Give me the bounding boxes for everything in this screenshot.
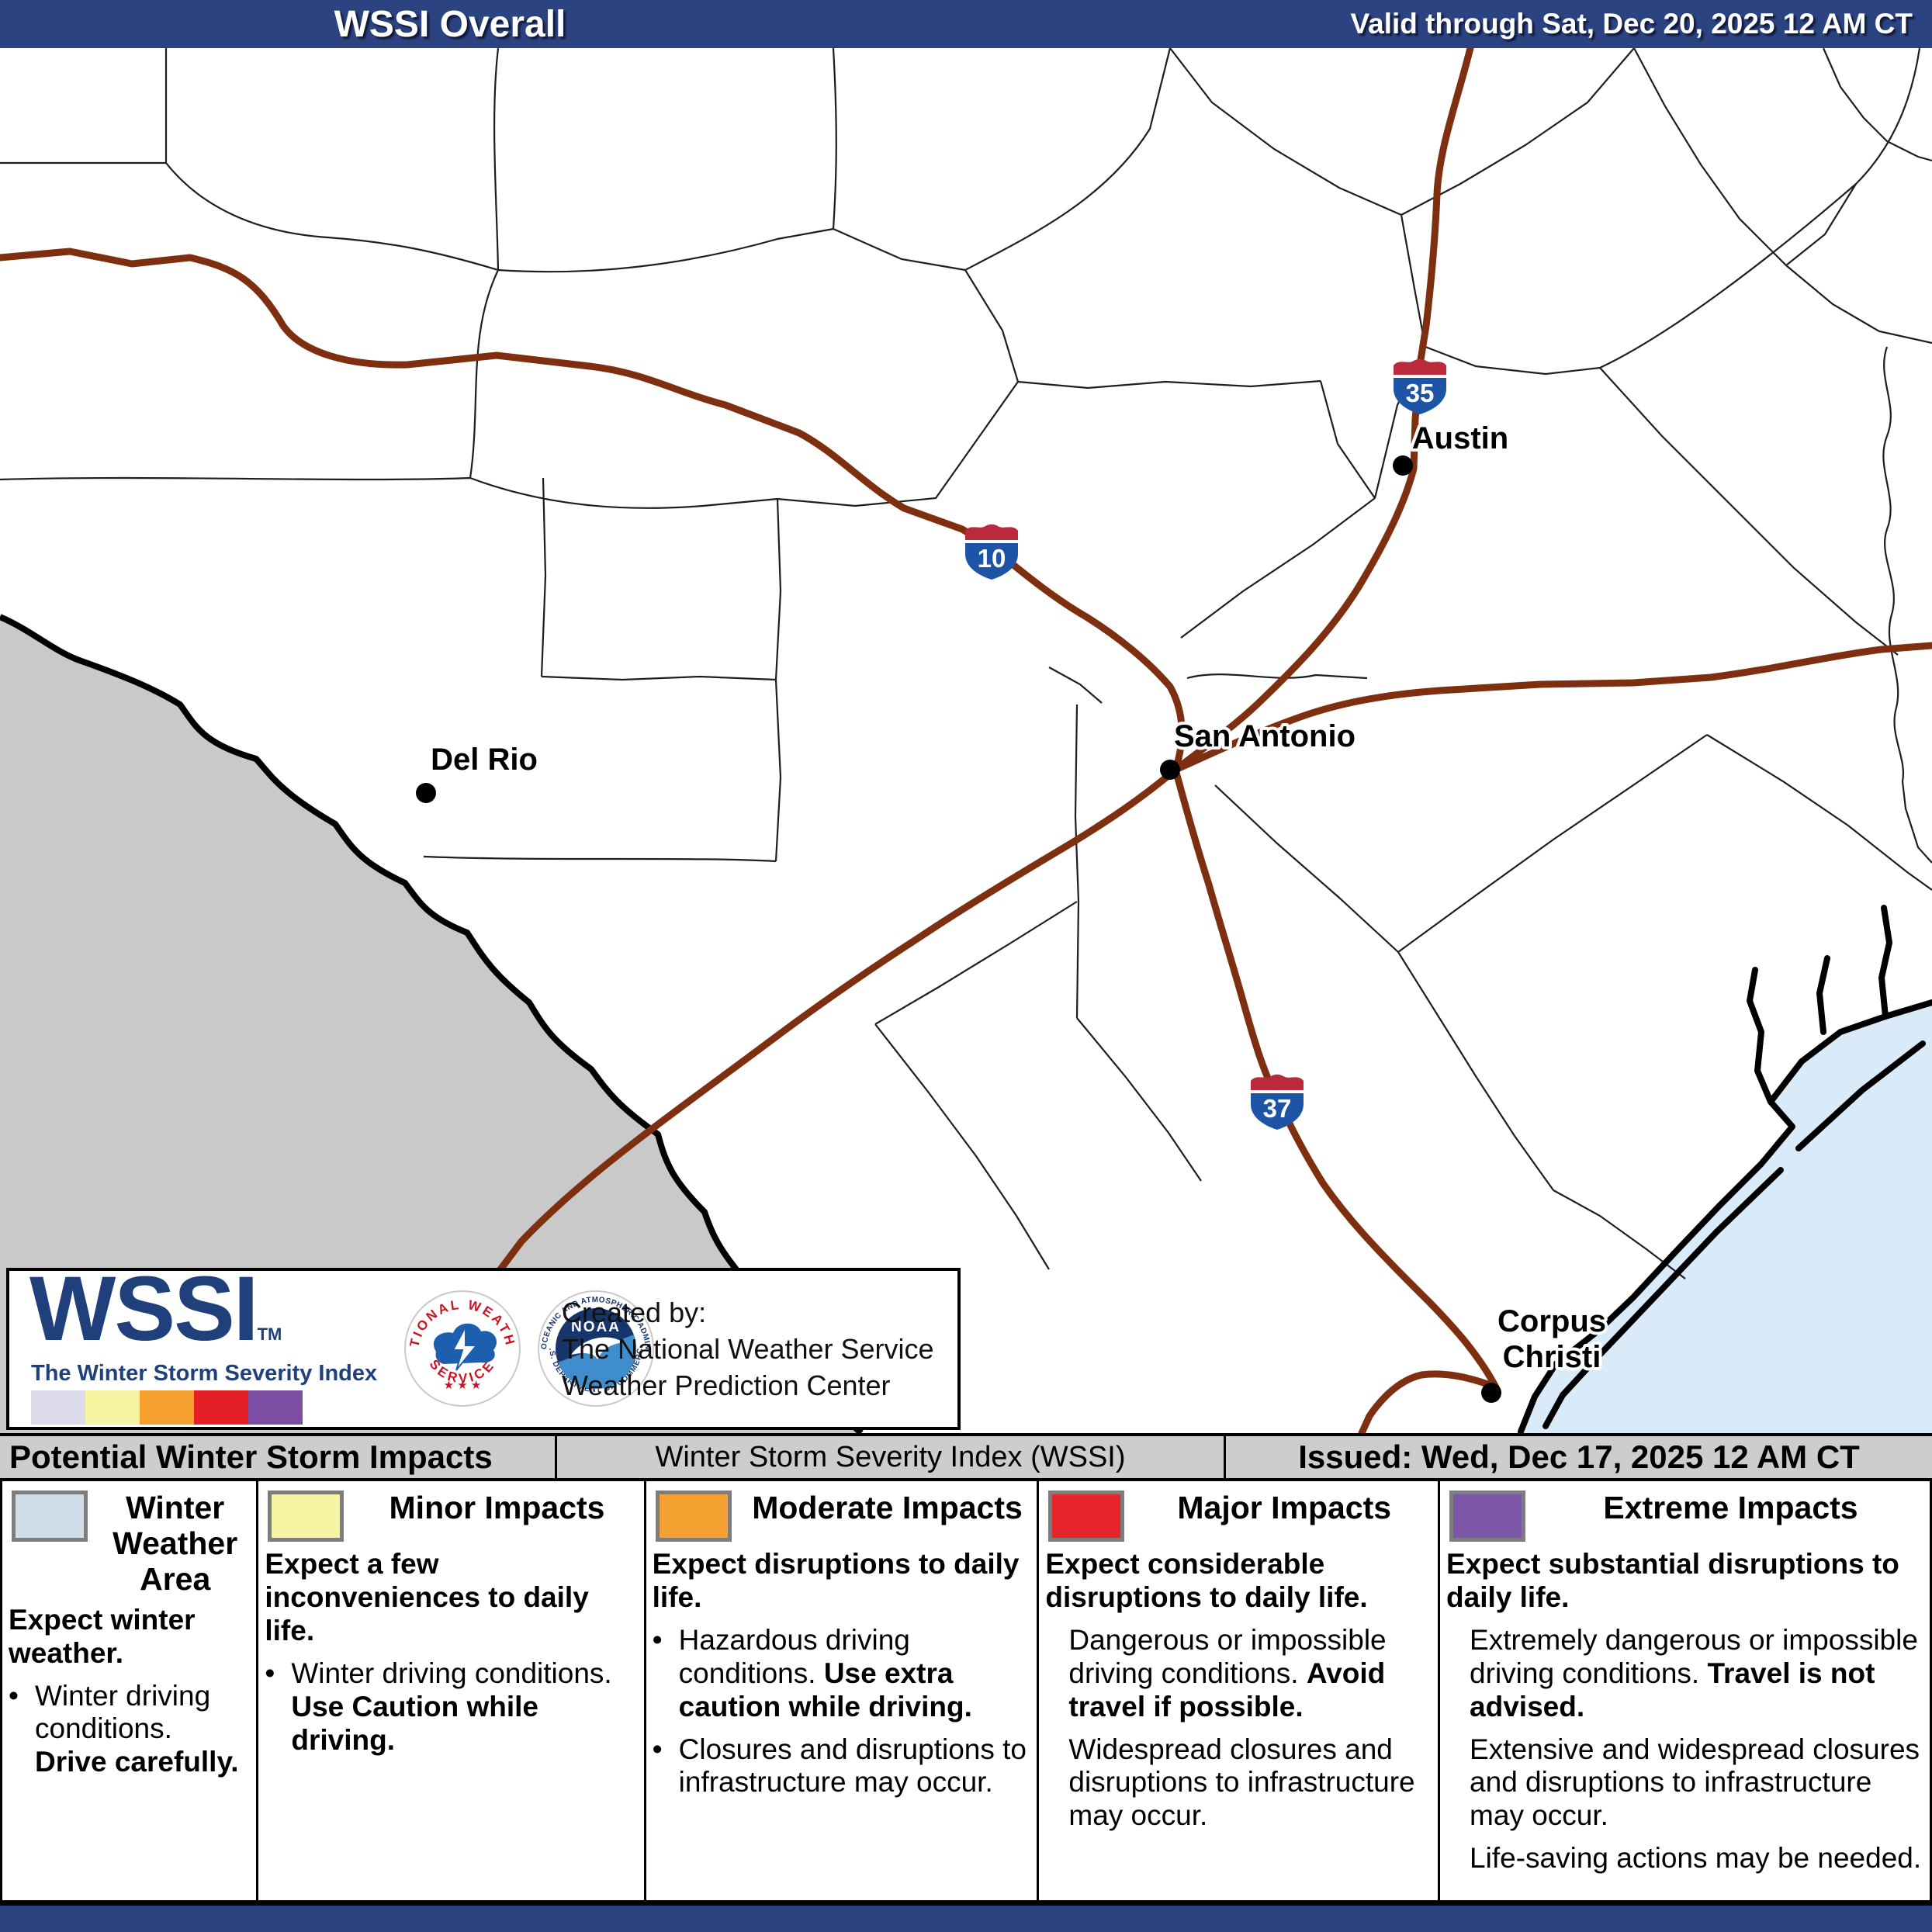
city-label: San Antonio — [1174, 719, 1356, 753]
wssi-scale-swatch — [85, 1390, 140, 1425]
legend-column-title: Moderate Impacts — [752, 1490, 1023, 1525]
wssi-scale-swatch — [31, 1390, 85, 1425]
city-dot — [1160, 760, 1180, 780]
header-bar: WSSI Overall Valid through Sat, Dec 20, … — [0, 0, 1932, 48]
legend-lead-text: Expect considerable disruptions to daily… — [1045, 1548, 1368, 1613]
winter-weather-area-color-swatch — [12, 1491, 88, 1542]
wssi-logo-box: WSSITM The Winter Storm Severity Index N… — [6, 1259, 961, 1430]
legend-lead-text: Expect disruptions to daily life. — [652, 1548, 1020, 1613]
wssi-tagline: The Winter Storm Severity Index — [31, 1361, 378, 1386]
legend-column-title: Minor Impacts — [389, 1490, 605, 1525]
svg-text:NOAA: NOAA — [571, 1319, 621, 1335]
trademark-symbol: TM — [257, 1324, 282, 1344]
issued-text: Issued: Wed, Dec 17, 2025 12 AM CT — [1298, 1439, 1860, 1475]
legend-column-winter-weather-area: Winter Weather Area Expect winter weather… — [2, 1481, 259, 1900]
created-by-block: Created by: The National Weather Service… — [562, 1271, 934, 1427]
legend-column-title: Extreme Impacts — [1603, 1490, 1858, 1525]
svg-text:35: 35 — [1406, 379, 1435, 407]
wssi-scale-swatch — [248, 1390, 303, 1425]
agency-logos: NATIONAL WEATHER SERVICE ★ ★ ★ NATIONAL … — [404, 1290, 654, 1407]
status-bar: Potential Winter Storm Impacts Winter St… — [0, 1433, 1932, 1481]
legend-item: • Winter driving conditions. Use Caution … — [265, 1657, 612, 1756]
city-dot — [1393, 455, 1413, 476]
legend-column-title: Winter Weather Area — [113, 1490, 238, 1597]
map-canvas: 35 10 37 Austin San Antonio Del Rio CorpusChri… — [0, 44, 1932, 1437]
created-by-line: The National Weather Service — [562, 1333, 934, 1365]
city-dot — [416, 783, 436, 803]
interstate-10-shield-icon: 10 — [965, 524, 1018, 580]
legend-item: Extremely dangerous or impossible drivin… — [1470, 1623, 1918, 1723]
city-san-antonio: San Antonio — [1160, 716, 1359, 780]
legend-column-title: Major Impacts — [1177, 1490, 1392, 1525]
interstate-35-shield-icon: 35 — [1394, 358, 1446, 414]
legend-column-moderate-impacts: Moderate Impacts Expect disruptions to da… — [646, 1481, 1040, 1900]
legend-item: Extensive and widespread closures and di… — [1470, 1733, 1920, 1832]
legend-item: Dangerous or impossible driving conditio… — [1068, 1623, 1387, 1723]
wssi-logotype: WSSITM — [29, 1258, 282, 1360]
highway-i10-east — [1172, 642, 1932, 774]
svg-text:37: 37 — [1263, 1094, 1292, 1123]
legend-column-extreme-impacts: Extreme Impacts Expect substantial disrup… — [1440, 1481, 1930, 1900]
page-title: WSSI Overall — [334, 3, 566, 45]
wssi-color-scale — [31, 1390, 303, 1425]
city-label: Christi — [1503, 1340, 1601, 1374]
created-by-line: Weather Prediction Center — [562, 1369, 891, 1401]
impact-legend: Winter Weather Area Expect winter weather… — [0, 1481, 1932, 1903]
status-bar-subtitle: Winter Storm Severity Index (WSSI) — [557, 1436, 1226, 1478]
city-austin: Austin — [1393, 418, 1511, 476]
major-impacts-color-swatch — [1048, 1491, 1125, 1542]
moderate-impacts-color-swatch — [655, 1491, 732, 1542]
highway-us77 — [1358, 1370, 1500, 1437]
svg-text:10: 10 — [978, 544, 1006, 573]
created-by-line: Created by: — [562, 1297, 707, 1328]
coastline — [1518, 905, 1932, 1435]
legend-item: Widespread closures and disruptions to i… — [1068, 1733, 1415, 1832]
legend-column-major-impacts: Major Impacts Expect considerable disrupt… — [1039, 1481, 1441, 1900]
legend-item: • Winter driving conditions. Drive carefu… — [9, 1679, 239, 1778]
wssi-scale-swatch — [140, 1390, 194, 1425]
svg-text:★ ★ ★: ★ ★ ★ — [444, 1379, 482, 1392]
highway-i35 — [1172, 44, 1474, 774]
mexico-region — [0, 617, 861, 1433]
nws-logo-icon: NATIONAL WEATHER SERVICE ★ ★ ★ — [404, 1290, 521, 1407]
extreme-impacts-color-swatch — [1449, 1491, 1526, 1542]
legend-item: Life-saving actions may be needed. — [1470, 1842, 1922, 1875]
texas-wssi-map: 35 10 37 Austin San Antonio Del Rio Corpus Chri… — [0, 44, 1932, 1437]
legend-lead-text: Expect substantial disruptions to daily … — [1446, 1548, 1899, 1613]
legend-column-minor-impacts: Minor Impacts Expect a few inconveniences… — [258, 1481, 646, 1900]
legend-lead-text: Expect a few inconveniences to daily lif… — [265, 1548, 589, 1646]
wssi-scale-swatch — [194, 1390, 248, 1425]
city-del-rio: Del Rio — [416, 739, 541, 803]
interstate-37-shield-icon: 37 — [1251, 1074, 1304, 1130]
city-label: Corpus — [1497, 1304, 1606, 1338]
noaa-logo-icon: NATIONAL OCEANIC AND ATMOSPHERIC ADMINIS… — [538, 1290, 654, 1407]
legend-lead-text: Expect winter weather. — [9, 1603, 196, 1669]
footer-bar — [0, 1903, 1932, 1932]
highway-i10-west — [0, 248, 1186, 774]
highway-i35-south — [497, 766, 1179, 1273]
legend-item: • Hazardous driving conditions. Use extra… — [652, 1623, 972, 1723]
valid-through-text: Valid through Sat, Dec 20, 2025 12 AM CT — [1350, 8, 1913, 40]
city-label: Austin — [1412, 421, 1508, 455]
legend-item: • Closures and disruptions to infrastruct… — [652, 1733, 1027, 1799]
city-dot — [1481, 1383, 1501, 1403]
city-label: Del Rio — [431, 743, 538, 777]
interstate-highways — [0, 44, 1932, 1437]
minor-impacts-color-swatch — [268, 1491, 345, 1542]
status-bar-title: Potential Winter Storm Impacts — [0, 1436, 557, 1478]
